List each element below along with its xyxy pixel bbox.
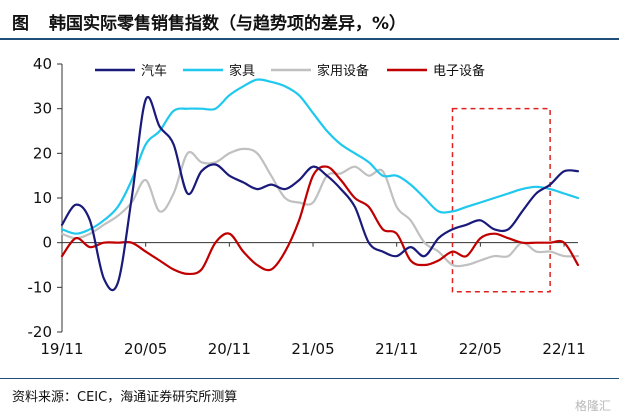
chart-area: -20 -10 0 10 20 30 40 19/11 20/05 20/11 21/05 21/11… <box>28 55 586 358</box>
highlight-box <box>451 107 551 293</box>
legend-label: 家用设备 <box>317 63 369 79</box>
x-tick-label: 21/05 <box>291 340 334 358</box>
y-tick-label: -20 <box>28 323 53 341</box>
y-tick-label: 10 <box>33 189 52 207</box>
series-line <box>60 96 580 292</box>
watermark: 格隆汇 <box>574 399 611 413</box>
y-tick-label: 30 <box>33 100 52 118</box>
series-line <box>60 78 580 235</box>
x-tick-label: 22/11 <box>542 340 585 358</box>
y-tick-label: 0 <box>42 234 52 252</box>
x-tick-label: 22/05 <box>459 340 502 358</box>
figure-title: 图韩国实际零售销售指数（与趋势项的差异，%） <box>0 0 619 40</box>
series-line <box>60 165 580 276</box>
y-tick-label: 40 <box>33 55 52 73</box>
legend-label: 汽车 <box>141 63 167 79</box>
source-note: 资料来源：CEIC，海通证券研究所测算 <box>12 390 238 405</box>
figure-title-text: 韩国实际零售销售指数（与趋势项的差异，%） <box>49 14 407 34</box>
figure-label: 图 <box>12 14 29 34</box>
legend-label: 家具 <box>229 63 255 79</box>
footer-rule <box>0 378 619 379</box>
x-tick-label: 21/11 <box>375 340 418 358</box>
x-tick-label: 20/05 <box>124 340 167 358</box>
series-line <box>60 147 580 268</box>
legend-label: 电子设备 <box>433 63 485 79</box>
x-tick-label: 19/11 <box>40 340 83 358</box>
y-tick-label: 20 <box>33 144 52 162</box>
x-tick-label: 20/11 <box>208 340 251 358</box>
y-tick-label: -10 <box>28 278 53 296</box>
